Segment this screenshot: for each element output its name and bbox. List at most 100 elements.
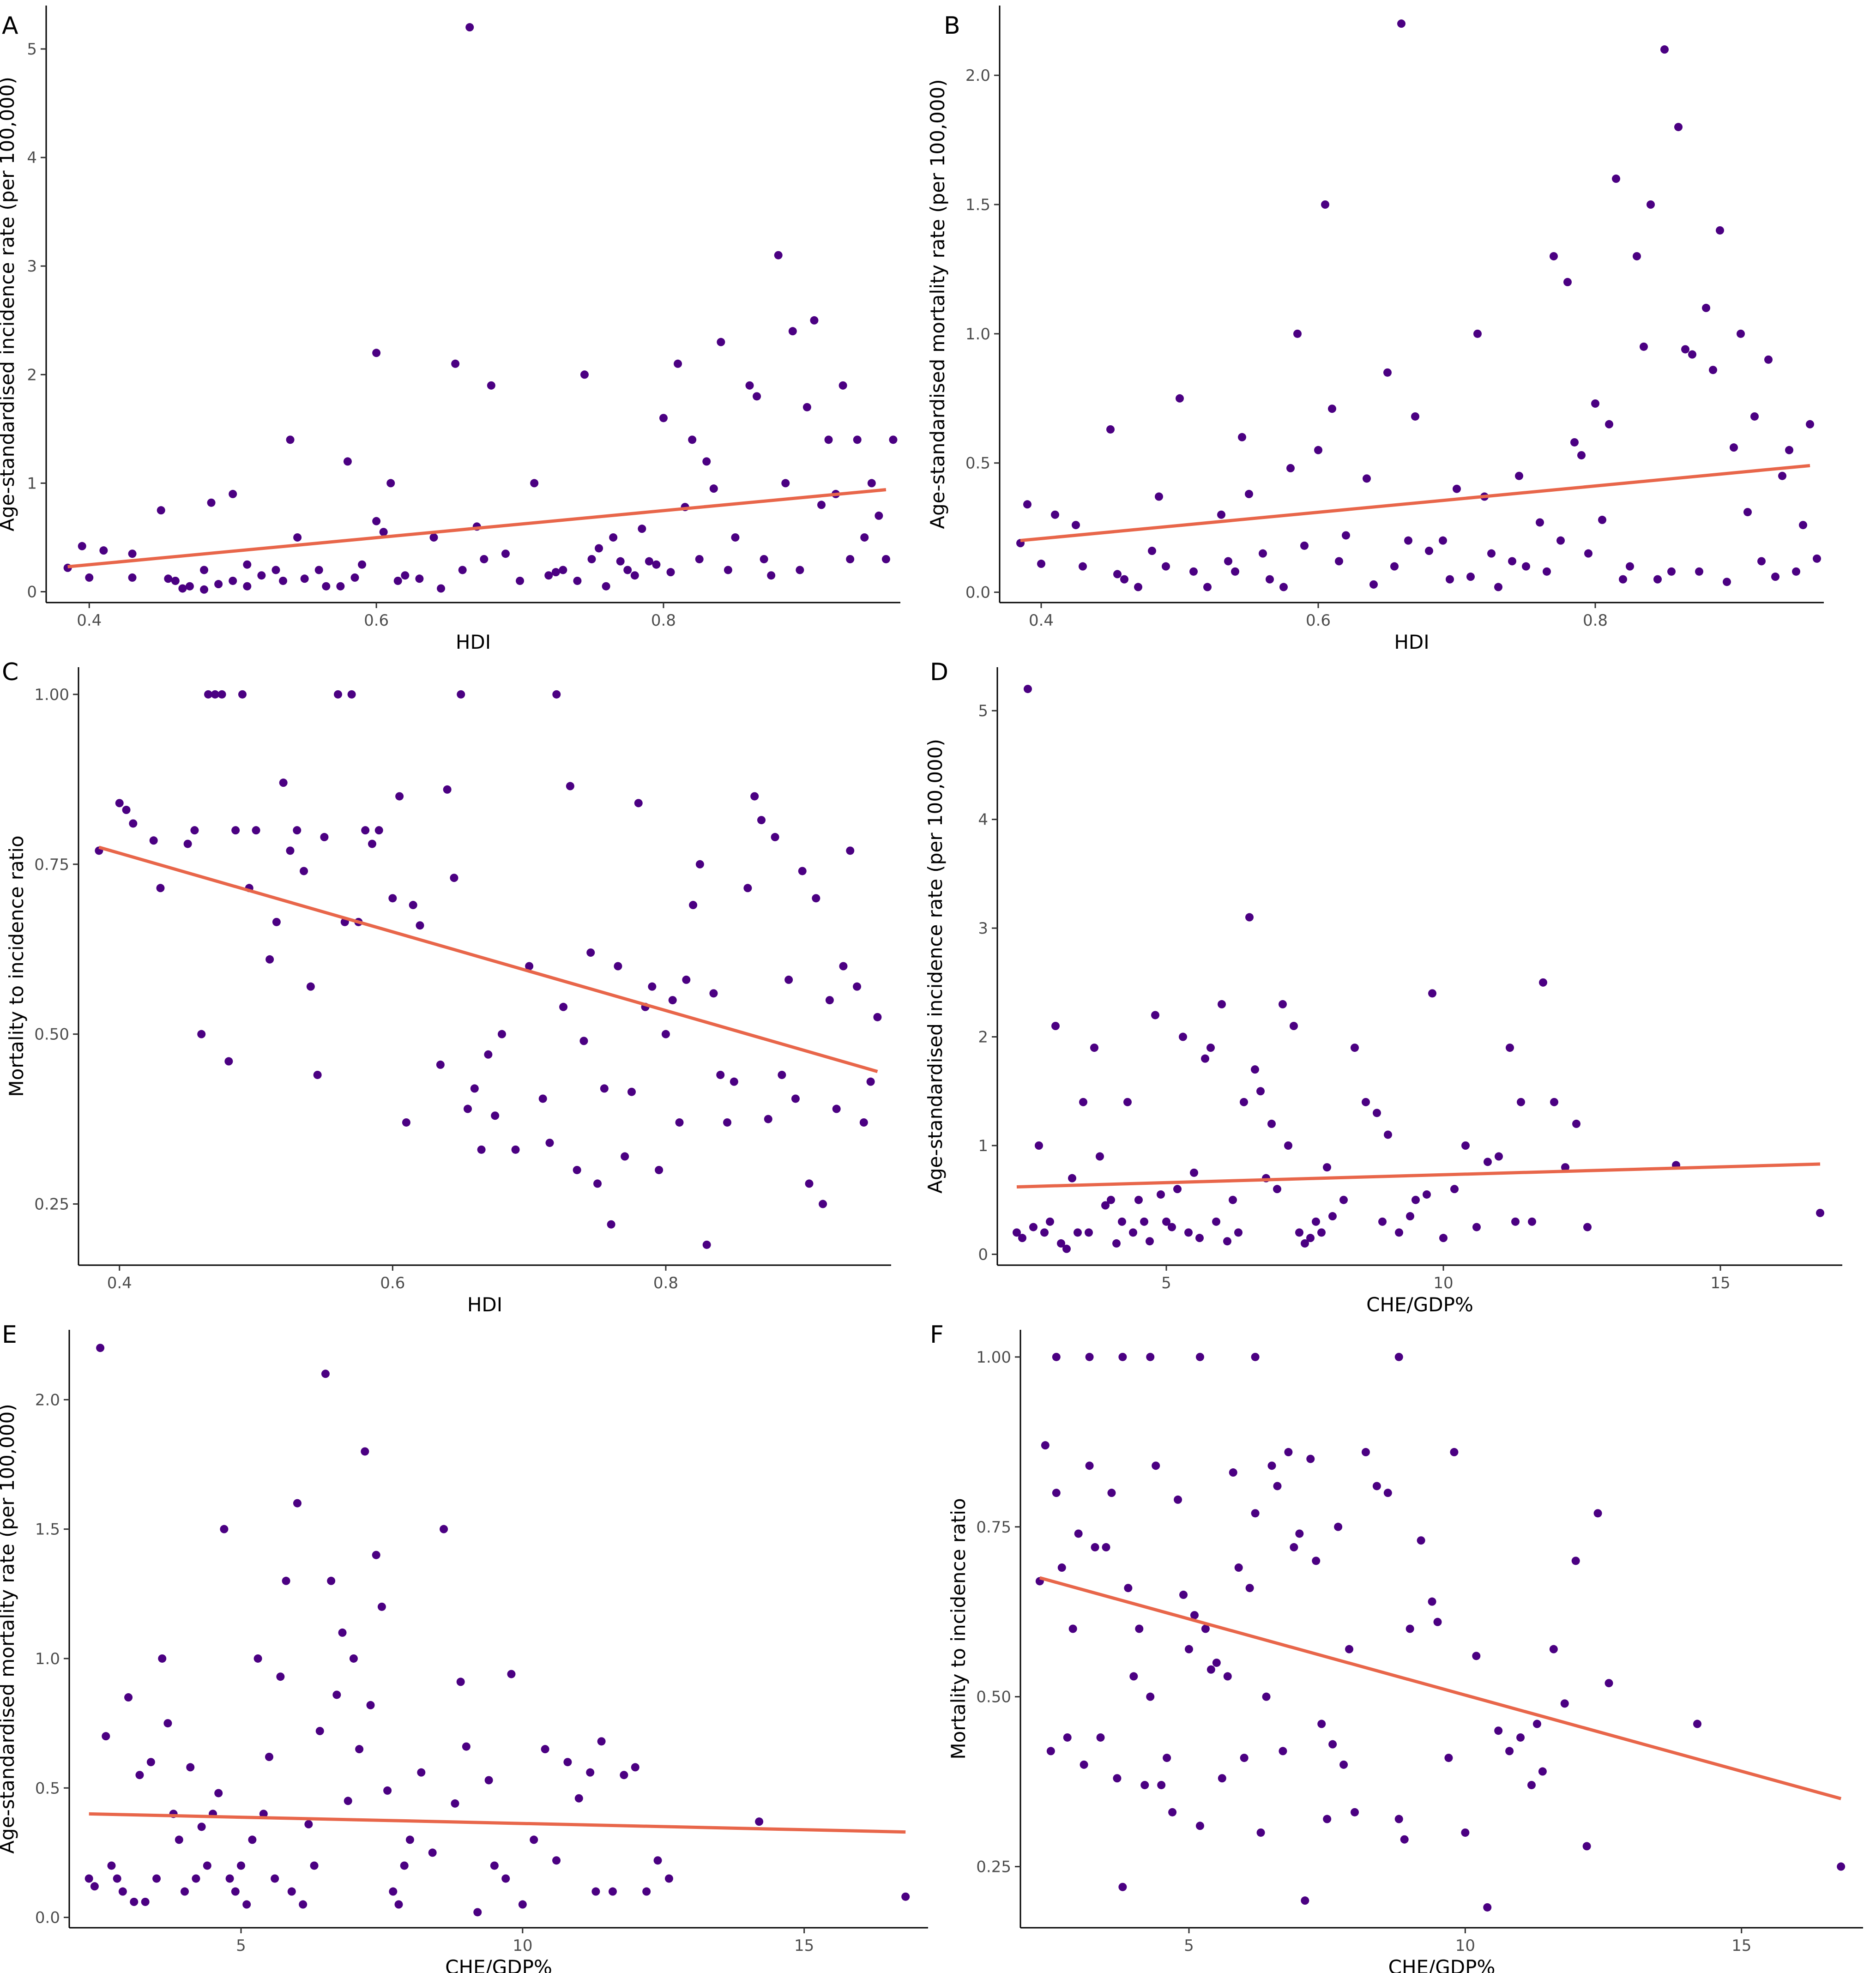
data-point xyxy=(839,962,848,971)
data-point xyxy=(1293,329,1302,338)
data-point xyxy=(338,1628,347,1637)
data-point xyxy=(1259,549,1267,558)
data-point xyxy=(1516,1733,1525,1742)
x-tick-label: 0.4 xyxy=(1029,611,1054,630)
data-point xyxy=(1390,562,1399,571)
data-point xyxy=(1157,1190,1165,1199)
data-point xyxy=(1681,345,1689,354)
data-point xyxy=(164,574,173,583)
data-point xyxy=(279,576,288,585)
data-point xyxy=(817,501,826,509)
data-point xyxy=(1212,1217,1220,1226)
data-point xyxy=(1339,1760,1348,1769)
data-point xyxy=(873,1013,882,1021)
data-point xyxy=(745,381,754,390)
data-point xyxy=(157,506,165,515)
data-point xyxy=(1262,1692,1271,1701)
data-point xyxy=(1062,1244,1071,1253)
data-point xyxy=(1506,1044,1514,1052)
data-point xyxy=(1306,1234,1315,1243)
data-point xyxy=(487,381,495,390)
data-point xyxy=(1373,1109,1381,1117)
data-point xyxy=(190,826,199,835)
data-point xyxy=(788,327,797,336)
data-point xyxy=(1494,583,1502,591)
data-point xyxy=(1300,541,1309,550)
data-point xyxy=(300,867,308,875)
data-point xyxy=(1626,562,1634,571)
data-point xyxy=(1647,200,1655,209)
data-point xyxy=(1522,562,1530,571)
data-point xyxy=(1813,554,1821,563)
panel-b-label: B xyxy=(944,12,960,40)
x-tick-label: 0.8 xyxy=(651,611,676,630)
data-point xyxy=(1223,1672,1232,1681)
data-point xyxy=(771,833,779,841)
data-point xyxy=(1101,1201,1110,1210)
data-point xyxy=(1112,1239,1121,1248)
x-tick-label: 10 xyxy=(1433,1274,1453,1292)
data-point xyxy=(1013,1228,1021,1237)
y-tick-label: 1.0 xyxy=(35,1650,60,1668)
data-point xyxy=(597,1737,606,1746)
data-point xyxy=(723,1118,732,1127)
data-point xyxy=(440,1525,448,1533)
data-point xyxy=(1134,583,1142,591)
data-point xyxy=(853,435,862,444)
data-point xyxy=(1764,355,1773,364)
y-tick-label: 0 xyxy=(978,1245,988,1264)
data-point xyxy=(1074,1228,1082,1237)
data-point xyxy=(1245,489,1253,498)
trend-line xyxy=(67,488,887,568)
data-point xyxy=(1052,1352,1061,1361)
data-point xyxy=(1040,1228,1049,1237)
data-point xyxy=(1792,567,1800,576)
data-point xyxy=(1068,1624,1077,1633)
panel-b: B 0.4 0.6 0.8 0.0 0.5 1.0 1.5 2.0 HDI Age-standard… xyxy=(926,6,1824,653)
data-point xyxy=(464,1104,472,1113)
data-point xyxy=(630,571,639,580)
x-tick-label: 0.4 xyxy=(77,611,102,630)
data-point xyxy=(1806,420,1814,428)
data-point xyxy=(163,1719,172,1728)
data-point xyxy=(1328,1212,1337,1221)
data-point xyxy=(853,982,862,991)
y-axis-title: Mortality to incidence ratio xyxy=(5,835,28,1097)
data-point xyxy=(587,555,596,563)
data-point xyxy=(1155,492,1163,501)
data-point xyxy=(1162,1217,1170,1226)
data-point xyxy=(1584,549,1592,558)
data-point xyxy=(623,566,632,574)
data-point xyxy=(1538,1767,1547,1776)
data-point xyxy=(175,1835,183,1844)
data-point xyxy=(1383,368,1392,377)
data-point xyxy=(501,549,510,558)
data-point xyxy=(627,1087,636,1096)
data-point xyxy=(621,1152,629,1161)
data-point xyxy=(1317,1228,1326,1237)
data-point xyxy=(1123,1098,1132,1106)
x-tick-label: 0.6 xyxy=(1306,611,1331,630)
data-point xyxy=(1412,1195,1420,1204)
scatter-points xyxy=(1016,19,1821,591)
x-axis-title: HDI xyxy=(467,1293,502,1316)
data-point xyxy=(689,901,698,910)
data-point xyxy=(1461,1141,1470,1150)
data-point xyxy=(1473,329,1482,338)
data-point xyxy=(812,894,820,903)
panel-a: A 0.4 0.6 0.8 0 1 2 3 4 5 HDI Age-standardised inci… xyxy=(0,6,900,653)
data-point xyxy=(1035,1141,1043,1150)
data-point xyxy=(1335,557,1343,566)
data-point xyxy=(1163,1754,1171,1762)
scatter-points xyxy=(95,690,882,1249)
data-point xyxy=(416,921,424,930)
data-point xyxy=(458,566,467,574)
panel-f-label: F xyxy=(930,1321,944,1349)
data-point xyxy=(84,1874,93,1883)
y-axis-title: Age-standardised incidence rate (per 100… xyxy=(0,77,18,531)
data-point xyxy=(1693,1720,1701,1728)
data-point xyxy=(321,1370,330,1378)
x-tick-label: 10 xyxy=(513,1937,532,1955)
data-point xyxy=(402,1118,410,1127)
data-point xyxy=(374,826,383,835)
